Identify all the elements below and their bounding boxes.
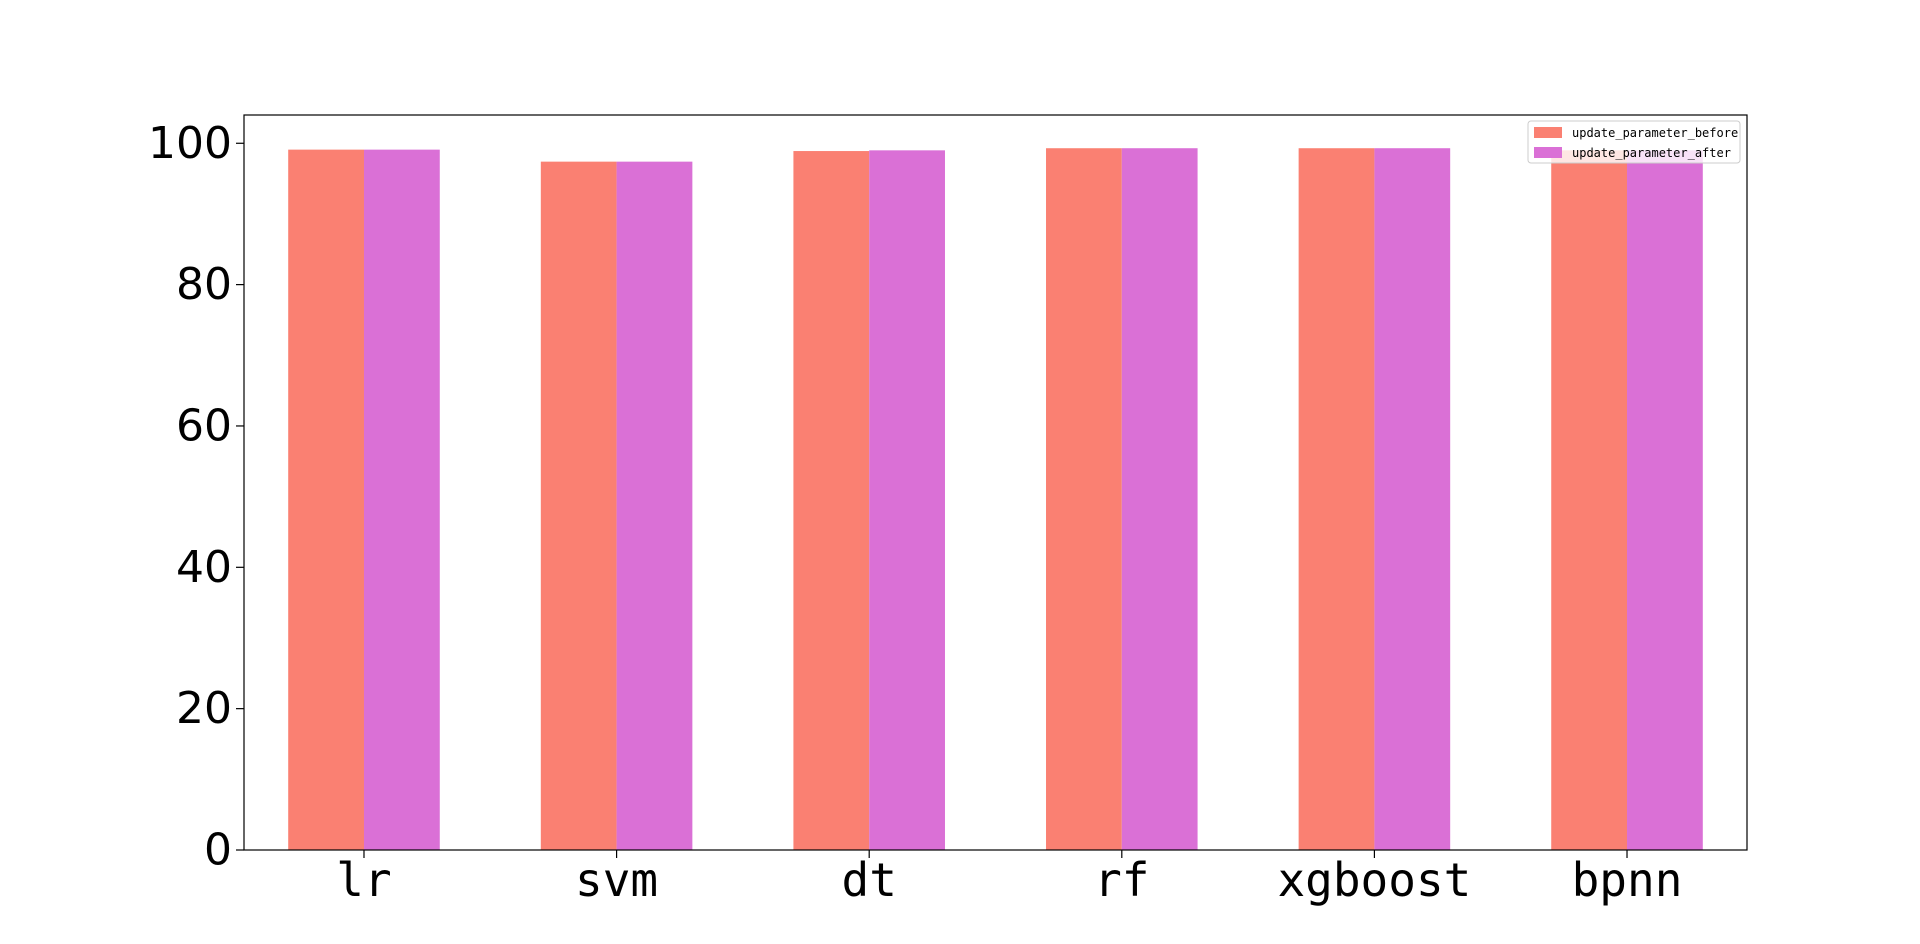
legend-swatch-before <box>1534 127 1562 138</box>
bar-lr-after <box>363 149 440 850</box>
y-tick-label: 60 <box>176 400 232 451</box>
y-tick-label: 100 <box>148 118 232 169</box>
bar-bpnn-after <box>1627 150 1703 850</box>
legend-swatch-after <box>1534 147 1562 158</box>
y-tick-label: 80 <box>176 259 232 310</box>
legend-box <box>1527 120 1741 164</box>
bar-lr-before <box>288 149 364 850</box>
y-tick-label: 40 <box>176 542 232 593</box>
plot-frame <box>243 114 1748 851</box>
y-axis: 0 20 40 60 80 100 <box>148 118 244 876</box>
bar-svm-after <box>616 161 693 850</box>
bar-svm-before <box>540 161 617 850</box>
bars-group <box>288 148 1703 851</box>
y-tick-label: 20 <box>176 683 232 734</box>
bar-dt-after <box>869 150 945 850</box>
bar-xgboost-before <box>1298 148 1375 851</box>
x-tick-label-bpnn: bpnn <box>1572 853 1683 907</box>
legend-label-before: update_parameter_before <box>1572 126 1738 140</box>
plot-background <box>244 115 1747 850</box>
x-tick-label-svm: svm <box>575 853 658 907</box>
x-axis: lr svm dt rf xgboost bpnn <box>336 850 1682 907</box>
bar-xgboost-after <box>1374 148 1451 851</box>
bar-rf-before <box>1046 148 1122 851</box>
legend: update_parameter_before update_parameter_… <box>1527 120 1741 164</box>
bar-dt-before <box>793 151 870 850</box>
x-tick-label-rf: rf <box>1094 853 1149 907</box>
legend-label-after: update_parameter_after <box>1572 146 1731 160</box>
x-tick-label-xgboost: xgboost <box>1277 853 1471 907</box>
y-tick-label: 0 <box>204 825 232 876</box>
bar-bpnn-before <box>1551 150 1628 850</box>
bar-rf-after <box>1121 148 1198 851</box>
x-tick-label-lr: lr <box>336 853 391 907</box>
x-tick-label-dt: dt <box>842 853 897 907</box>
